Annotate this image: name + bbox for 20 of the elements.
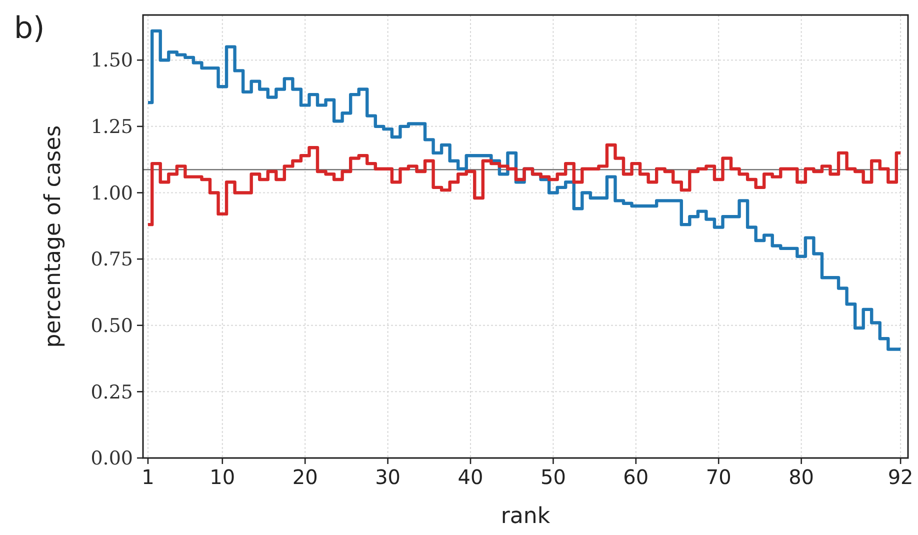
y-axis-title: percentage of cases (41, 125, 66, 348)
x-tick-label: 70 (706, 465, 732, 489)
y-tick-label: 0.00 (90, 448, 133, 470)
y-tick-label: 0.50 (90, 315, 133, 338)
x-tick-label: 50 (540, 465, 566, 489)
x-tick-label: 80 (788, 465, 814, 489)
y-tick-label: 1.50 (90, 50, 133, 72)
y-tick-label: 0.75 (90, 248, 133, 271)
y-tick-label: 1.00 (90, 182, 133, 204)
chart-title: b) (14, 11, 45, 46)
x-tick-label: 92 (888, 465, 914, 489)
x-tick-label: 30 (375, 465, 401, 489)
x-tick-label: 20 (292, 465, 318, 489)
y-tick-label: 1.25 (90, 116, 133, 138)
x-tick-label: 10 (210, 465, 236, 489)
x-axis-title: rank (500, 504, 550, 529)
y-tick-label: 0.25 (90, 381, 133, 404)
x-tick-label: 40 (458, 465, 484, 489)
x-tick-label: 1 (142, 465, 154, 489)
x-tick-label: 60 (623, 465, 649, 489)
